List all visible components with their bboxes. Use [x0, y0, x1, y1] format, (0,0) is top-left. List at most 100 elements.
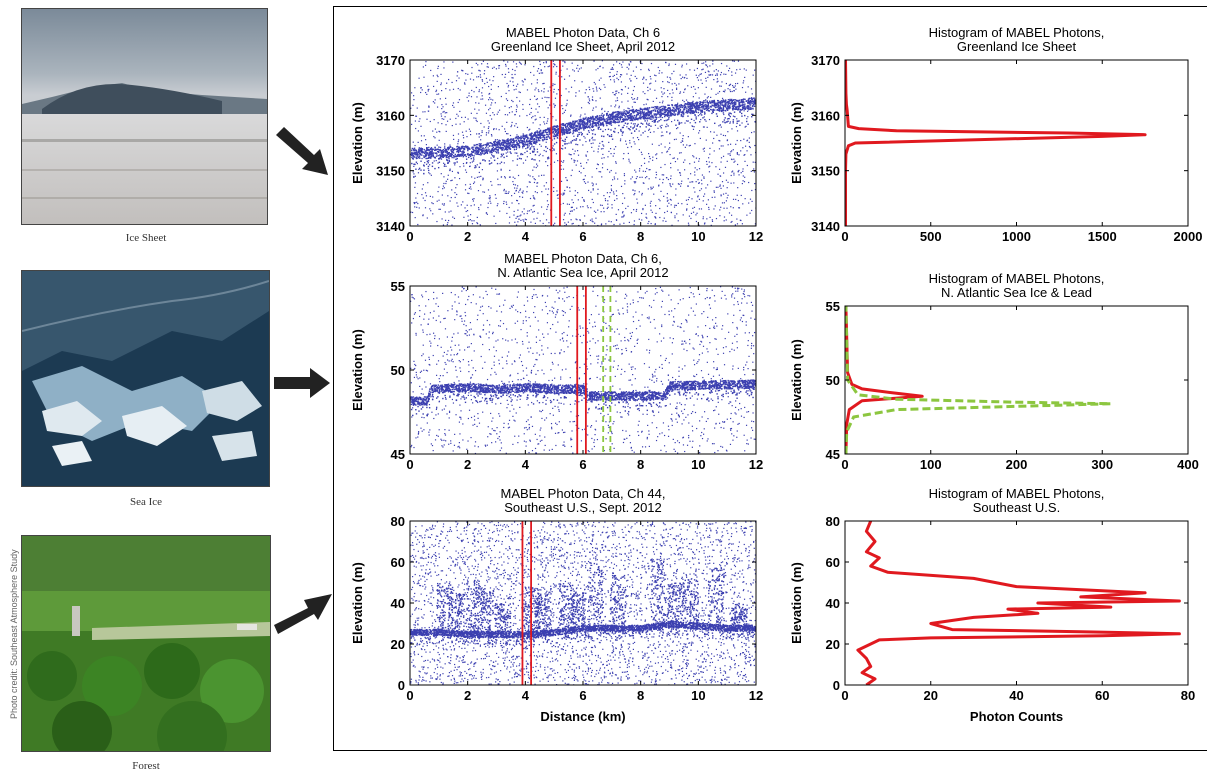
photon-point	[530, 111, 532, 114]
photon-point	[722, 90, 725, 92]
surface-photon	[468, 147, 471, 149]
photon-point	[705, 64, 708, 66]
photon-point	[458, 99, 461, 101]
photon-point	[696, 67, 698, 70]
surface-photon	[496, 141, 499, 143]
surface-photon	[726, 107, 729, 110]
photon-point	[504, 76, 506, 78]
photon-point	[487, 147, 489, 149]
surface-photon	[581, 123, 583, 125]
photon-point	[533, 74, 535, 76]
surface-photon	[614, 120, 616, 123]
surface-photon	[530, 143, 532, 145]
photon-point	[675, 204, 677, 207]
surface-photon	[440, 151, 442, 153]
photon-point	[602, 144, 604, 146]
photon-point	[429, 173, 431, 175]
x-tick-label: 12	[749, 229, 763, 244]
photon-point	[536, 70, 539, 72]
surface-photon	[487, 143, 489, 146]
photon-point	[516, 134, 518, 136]
photon-point	[610, 134, 613, 136]
photon-point	[575, 92, 577, 94]
photon-point	[504, 73, 507, 75]
photon-point	[586, 205, 589, 207]
photon-point	[587, 159, 589, 161]
surface-photon	[548, 137, 551, 139]
photon-point	[533, 95, 536, 97]
surface-photon	[676, 105, 679, 108]
photon-point	[519, 354, 522, 356]
photon-point	[552, 116, 554, 118]
photon-point	[572, 148, 574, 150]
surface-photon	[545, 146, 547, 148]
photon-point	[616, 90, 618, 92]
photon-point	[709, 131, 712, 133]
photon-point	[662, 174, 665, 176]
surface-photon	[555, 129, 558, 131]
surface-photon	[457, 151, 460, 154]
photon-point	[727, 144, 729, 146]
surface-photon	[689, 111, 692, 113]
photon-point	[462, 70, 464, 72]
photon-point	[434, 102, 436, 104]
photon-point	[491, 118, 493, 120]
surface-photon	[642, 108, 644, 111]
surface-photon	[420, 160, 422, 162]
photon-point	[674, 217, 676, 219]
photon-point	[666, 200, 669, 202]
surface-photon	[679, 108, 682, 111]
photon-point	[612, 191, 615, 193]
photon-point	[641, 176, 643, 178]
surface-photon	[481, 149, 484, 152]
photon-point	[535, 163, 538, 165]
photon-point	[456, 193, 458, 196]
photon-point	[519, 196, 521, 198]
photon-point	[602, 147, 604, 150]
surface-photon	[642, 132, 644, 134]
photon-point	[619, 62, 621, 65]
photon-point	[703, 195, 705, 197]
surface-photon	[634, 123, 636, 125]
surface-photon	[645, 112, 648, 114]
photon-point	[623, 214, 625, 216]
photon-point	[645, 79, 647, 81]
surface-photon	[431, 150, 433, 153]
surface-photon	[424, 150, 426, 152]
photon-point	[609, 71, 611, 74]
photon-point	[592, 189, 594, 191]
photon-point	[619, 138, 622, 140]
surface-photon	[675, 109, 677, 112]
surface-photon	[421, 151, 423, 154]
surface-photon	[476, 143, 479, 146]
surface-photon	[492, 146, 495, 149]
surface-photon	[478, 148, 481, 151]
photon-point	[582, 179, 584, 181]
surface-photon	[729, 99, 731, 101]
photon-point	[473, 181, 476, 183]
photon-point	[432, 130, 434, 132]
photon-point	[482, 150, 484, 153]
photon-point	[723, 220, 725, 222]
surface-photon	[433, 152, 435, 154]
surface-photon	[631, 115, 634, 117]
surface-photon	[423, 152, 426, 155]
surface-photon	[586, 119, 588, 121]
photon-point	[703, 62, 705, 64]
surface-photon	[470, 153, 472, 155]
surface-photon	[631, 116, 633, 118]
photon-point	[463, 121, 465, 123]
photon-point	[580, 162, 582, 164]
surface-photon	[653, 119, 655, 122]
surface-photon	[569, 131, 571, 134]
arrow-icon	[276, 127, 328, 175]
photon-point	[525, 218, 527, 221]
photon-point	[504, 177, 506, 179]
surface-photon	[592, 122, 594, 124]
surface-photon	[412, 155, 414, 158]
photon-point	[679, 92, 681, 94]
surface-photon	[443, 155, 446, 157]
surface-photon	[654, 116, 657, 118]
surface-photon	[462, 153, 464, 155]
photon-point	[689, 163, 691, 165]
